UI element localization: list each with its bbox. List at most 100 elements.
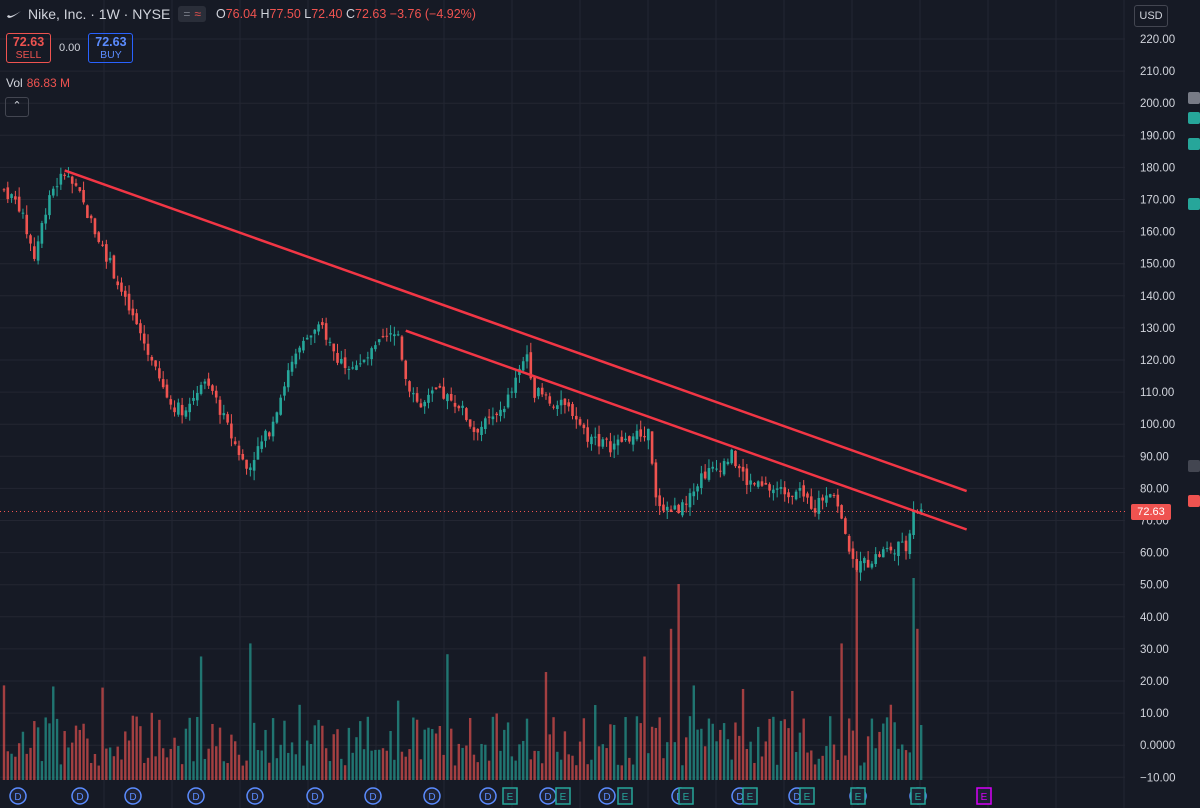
earnings-marker xyxy=(850,787,866,805)
volume-bar xyxy=(351,752,354,780)
volume-bar xyxy=(757,726,760,780)
volume-bar xyxy=(529,759,533,780)
candle-body xyxy=(63,174,66,176)
volume-bar xyxy=(59,764,63,780)
candle-body xyxy=(120,282,123,292)
dividend-marker-label: D xyxy=(251,792,258,803)
candle-body xyxy=(309,335,313,338)
candle-body xyxy=(567,402,571,407)
candle-body xyxy=(590,436,593,445)
volume-bar xyxy=(89,762,93,780)
volume-bar xyxy=(912,577,915,780)
candle-body xyxy=(169,399,173,405)
volume-bar xyxy=(487,760,491,780)
buy-button[interactable]: 72.63 BUY xyxy=(88,33,134,63)
candle-body xyxy=(684,503,688,505)
volume-bar xyxy=(745,748,749,780)
volume-bar xyxy=(366,716,370,780)
volume-bar xyxy=(802,718,805,780)
dividend-marker xyxy=(187,787,205,805)
volume-bar xyxy=(374,749,377,780)
volume-bar xyxy=(461,747,464,780)
volume-bar xyxy=(518,744,521,780)
toggle-left[interactable]: = xyxy=(183,7,191,21)
y-tick-label: 90.00 xyxy=(1140,451,1169,463)
volume-bar xyxy=(559,759,563,780)
volume-bar xyxy=(594,705,597,780)
candle-body xyxy=(737,466,741,469)
candle-body xyxy=(328,341,332,343)
volume-bar xyxy=(480,743,483,780)
chevron-up-icon[interactable]: ⌃ xyxy=(5,97,29,117)
volume-label: Vol xyxy=(6,76,23,90)
candle-body xyxy=(798,488,802,491)
candle-body xyxy=(340,358,343,364)
volume-bar xyxy=(453,765,457,780)
candle-body xyxy=(662,504,665,511)
sell-button[interactable]: 72.63 SELL xyxy=(6,33,51,63)
candle-body xyxy=(233,441,237,445)
volume-bar xyxy=(916,628,919,780)
candle-body xyxy=(643,436,646,438)
candle-body xyxy=(211,385,214,391)
volume-bar xyxy=(347,727,351,780)
volume-bar xyxy=(522,740,525,780)
compare-toggle[interactable]: = ≈ xyxy=(178,6,206,22)
candle-body xyxy=(851,548,855,559)
volume-bar xyxy=(36,727,40,780)
volume-legend: Vol 86.83 M xyxy=(6,76,70,90)
candle-body xyxy=(351,367,354,369)
candle-body xyxy=(203,381,207,384)
volume-bar xyxy=(165,757,169,780)
volume-bar xyxy=(294,754,298,780)
candle-body xyxy=(241,453,245,460)
volume-bar xyxy=(393,759,396,780)
volume-bar xyxy=(662,758,665,780)
volume-bar xyxy=(412,717,415,780)
candle-body xyxy=(358,363,362,365)
candle-body xyxy=(123,290,127,297)
volume-bar xyxy=(499,750,502,780)
currency-button[interactable]: USD xyxy=(1134,5,1168,27)
candle-body xyxy=(692,491,696,497)
candle-body xyxy=(544,394,548,396)
candle-body xyxy=(552,406,555,408)
volume-bar xyxy=(378,749,381,780)
volume-bar xyxy=(734,722,737,780)
candle-body xyxy=(593,436,597,438)
candle-body xyxy=(14,196,17,200)
candle-body xyxy=(343,357,347,368)
candle-body xyxy=(419,403,423,408)
candle-body xyxy=(840,505,843,519)
candle-body xyxy=(673,505,677,510)
volume-bar xyxy=(450,728,453,780)
volume-bar xyxy=(472,754,476,780)
candle-body xyxy=(362,359,366,363)
volume-bar xyxy=(806,752,809,780)
candle-body xyxy=(897,541,900,556)
candle-body xyxy=(529,352,533,379)
y-tick-label: 40.00 xyxy=(1140,612,1169,624)
symbol-title[interactable]: Nike, Inc. · 1W · NYSE xyxy=(28,6,171,22)
volume-bar xyxy=(184,728,188,780)
candle-body xyxy=(707,468,711,480)
candle-body xyxy=(912,509,915,536)
candle-body xyxy=(2,189,6,191)
volume-bar xyxy=(143,762,146,780)
candle-body xyxy=(427,394,430,403)
volume-bar xyxy=(199,656,203,780)
volume-bar xyxy=(249,643,252,780)
volume-bar xyxy=(590,759,593,780)
candle-body xyxy=(631,436,635,445)
candle-body xyxy=(150,356,154,361)
volume-bar xyxy=(544,672,548,780)
earnings-marker xyxy=(799,787,815,805)
volume-bar xyxy=(10,753,13,780)
toggle-right[interactable]: ≈ xyxy=(194,7,201,21)
candle-body xyxy=(484,418,487,430)
candle-body xyxy=(25,214,29,235)
sell-label: SELL xyxy=(15,49,42,61)
volume-bar xyxy=(836,759,839,780)
candle-body xyxy=(650,431,654,464)
